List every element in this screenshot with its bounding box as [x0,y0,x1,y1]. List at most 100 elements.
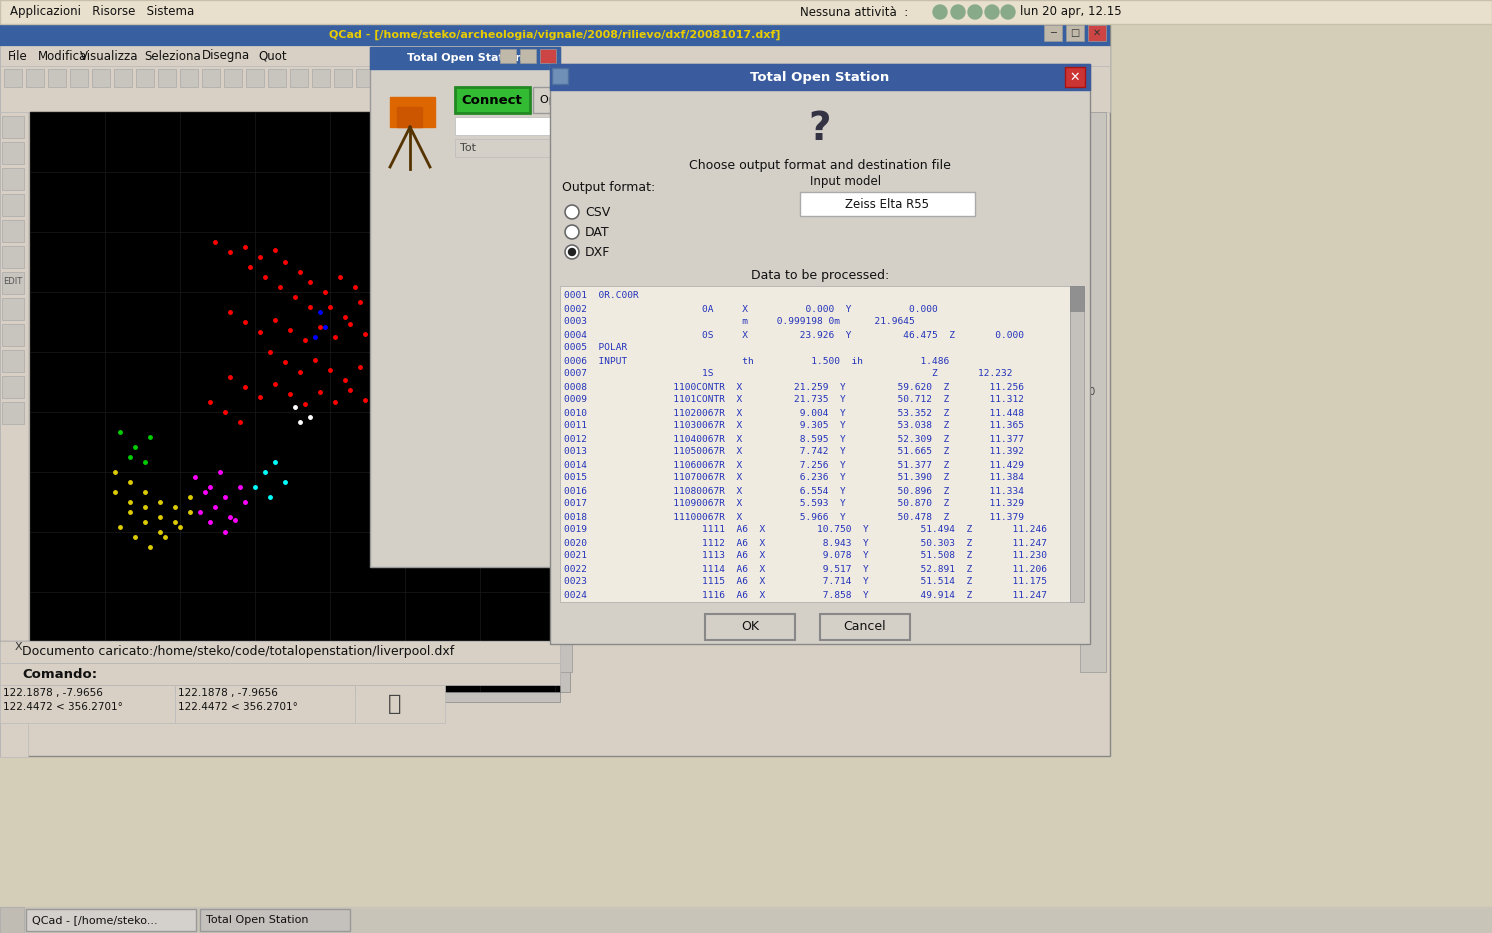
Bar [30,692,560,702]
Bar [1080,112,1106,672]
Bar [48,69,66,87]
Bar [533,87,598,113]
Text: 0S: 0S [528,171,540,181]
Text: 0009               1101CONTR  X         21.735  Y         50.712  Z       11.312: 0009 1101CONTR X 21.735 Y 50.712 Z 11.31… [564,396,1024,405]
Text: 122.1878 , -7.9656: 122.1878 , -7.9656 [3,688,103,698]
Bar [1,376,24,398]
Text: 1116: 1116 [516,511,540,521]
Text: 11020: 11020 [510,273,540,283]
Bar [181,69,198,87]
Text: 0R.C00R: 0R.C00R [401,120,443,130]
Text: 11100: 11100 [510,409,540,419]
Bar [800,192,974,216]
Bar [0,907,24,933]
Bar [1065,25,1085,41]
Text: Quot: Quot [258,49,286,63]
Text: 122.4472 < 356.2701°: 122.4472 < 356.2701° [178,702,298,712]
Bar [201,69,219,87]
Text: 0014: 0014 [373,341,397,351]
Bar [521,49,536,63]
Text: Total Open Station: Total Open Station [407,53,524,63]
Text: 0003: 0003 [373,154,397,164]
Bar [552,68,568,84]
Bar [1,324,24,346]
Bar [1,220,24,242]
Bar [357,69,374,87]
Bar [1,116,24,138]
Circle shape [565,205,579,219]
Bar [136,69,154,87]
Bar [551,64,1091,90]
Text: Total Open Station: Total Open Station [206,915,309,925]
Bar [1,194,24,216]
Text: File: File [7,49,28,63]
Bar [560,112,571,672]
Text: QCad - [/home/steko/archeologia/vignale/2008/rilievo/dxf/20081017.dxf]: QCad - [/home/steko/archeologia/vignale/… [330,30,780,40]
Text: 0019: 0019 [373,426,397,436]
Bar [389,97,436,127]
Bar [0,907,1492,933]
Bar [355,685,445,723]
Text: 0007: 0007 [373,222,397,232]
Bar [25,69,43,87]
Text: 1112: 1112 [516,443,540,453]
Circle shape [950,5,965,19]
Bar [200,909,351,931]
Bar [1,402,24,424]
Bar [0,24,1110,46]
Text: Zeiss Elta R55: Zeiss Elta R55 [844,198,930,211]
Text: 0001: 0001 [373,120,397,130]
Text: 11040: 11040 [510,307,540,317]
Text: 0013: 0013 [373,324,397,334]
Text: 0003                           m     0.999198 0m      21.9645: 0003 m 0.999198 0m 21.9645 [564,317,915,327]
Bar [70,69,88,87]
Text: 0002                    0A     X          0.000  Y          0.000: 0002 0A X 0.000 Y 0.000 [564,304,938,313]
Circle shape [932,5,947,19]
Text: Cancel: Cancel [843,620,886,634]
Text: ✕: ✕ [1070,71,1080,83]
Text: Modifica: Modifica [37,49,87,63]
Bar [269,69,286,87]
Text: 1101C0: 1101C0 [504,256,540,266]
Text: 0012: 0012 [373,307,397,317]
Text: 10: 10 [1083,387,1097,397]
Text: 0004                    0S     X         23.926  Y         46.475  Z       0.000: 0004 0S X 23.926 Y 46.475 Z 0.000 [564,330,1024,340]
Bar [25,909,195,931]
Text: Output format:: Output format: [562,182,655,194]
Text: DXF: DXF [585,245,610,258]
Text: 11090: 11090 [510,392,540,402]
Text: EDIT: EDIT [3,276,22,285]
Bar [0,24,1110,756]
Text: Input model: Input model [810,175,882,188]
Text: CSV: CSV [585,205,610,218]
Bar [158,69,176,87]
Bar [370,47,560,567]
Text: 0020                    1112  A6  X          8.943  Y         50.303  Z       11: 0020 1112 A6 X 8.943 Y 50.303 Z 11 [564,538,1047,548]
Text: 0011: 0011 [373,290,397,300]
Bar [560,112,570,692]
Text: 0002: 0002 [373,137,397,147]
Text: 0022: 0022 [373,477,397,487]
Text: 0017               11090067R  X          5.593  Y         50.870  Z       11.329: 0017 11090067R X 5.593 Y 50.870 Z 11.329 [564,499,1024,508]
Bar [455,87,530,113]
Text: 0015               11070067R  X          6.236  Y         51.390  Z       11.384: 0015 11070067R X 6.236 Y 51.390 Z 11.384 [564,474,1024,482]
Bar [1065,67,1085,87]
Bar [551,64,1091,644]
Bar [37,693,88,701]
Text: 0015: 0015 [373,358,397,368]
Text: □: □ [1070,28,1080,38]
Bar [455,139,595,157]
Text: INPUT: INPUT [401,205,431,215]
Bar [1,298,24,320]
Circle shape [565,245,579,259]
Text: 1115: 1115 [516,494,540,504]
Text: 11050: 11050 [510,324,540,334]
Text: 0008: 0008 [373,239,397,249]
Circle shape [568,248,576,256]
Bar [500,49,516,63]
Bar [113,69,131,87]
Text: 0007                    1S                                      Z       12.232: 0007 1S Z 12.232 [564,369,1013,379]
Bar [1,168,24,190]
Text: 0010: 0010 [373,273,397,283]
Text: Visualizza: Visualizza [81,49,139,63]
